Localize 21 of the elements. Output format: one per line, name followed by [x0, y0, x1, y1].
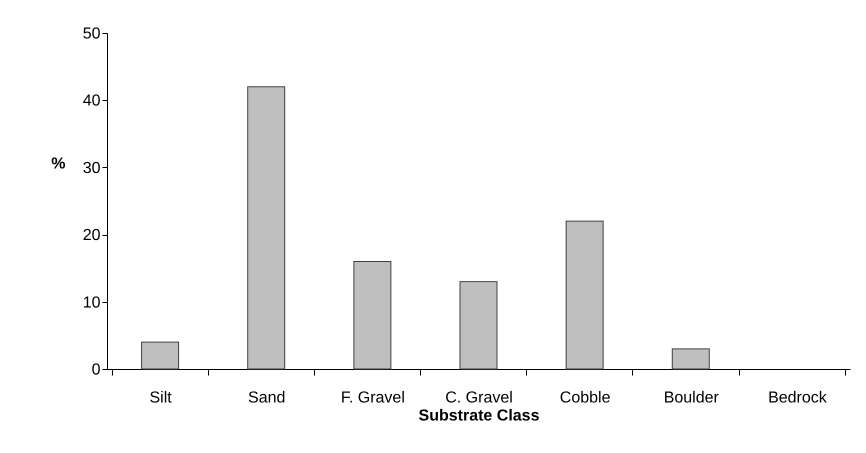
- y-tick-label: 0: [92, 362, 101, 378]
- x-tick-label: C. Gravel: [445, 390, 513, 406]
- y-axis-title: %: [51, 156, 66, 172]
- y-tick-label: 50: [82, 26, 101, 42]
- bar: [672, 348, 710, 370]
- y-tick-label: 10: [82, 294, 101, 312]
- x-tick-label: F. Gravel: [340, 390, 405, 406]
- x-tick-label: Bedrock: [768, 390, 828, 406]
- x-tick-label: Boulder: [664, 390, 720, 406]
- x-tick-label: Sand: [248, 390, 286, 406]
- bar: [353, 260, 392, 370]
- y-tick-label: 30: [82, 160, 101, 177]
- bar: [141, 342, 180, 370]
- x-tick-label: Cobble: [560, 390, 611, 406]
- y-tick-label: 40: [82, 92, 101, 110]
- x-tick-label: Silt: [149, 390, 172, 406]
- x-axis-title: Substrate Class: [418, 408, 540, 424]
- bar: [247, 86, 286, 370]
- y-tick-label: 20: [82, 227, 101, 244]
- bar: [566, 220, 604, 370]
- bar: [460, 281, 498, 370]
